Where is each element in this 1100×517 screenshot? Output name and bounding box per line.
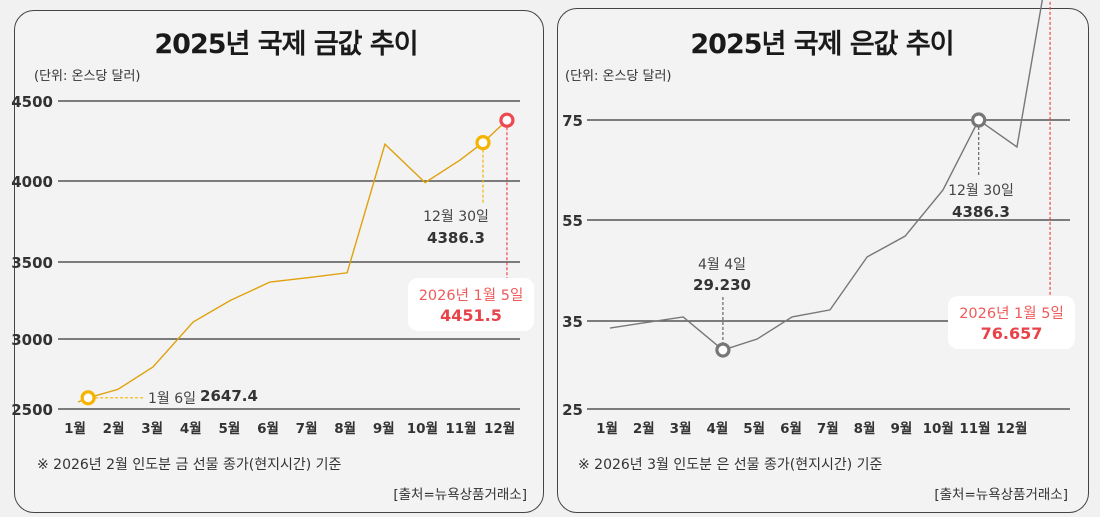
silver-annotation-value: 29.230 <box>693 276 751 294</box>
gold-x-tick-label: 9월 <box>373 420 395 437</box>
gold-annotation-value: 2647.4 <box>200 387 258 405</box>
gold-unit-label: (단위: 온스당 달러) <box>34 69 141 84</box>
gold-chart-title: 2025년 국제 금값 추이 <box>154 29 418 60</box>
silver-y-tick-label: 35 <box>562 313 583 331</box>
silver-annotation-date: 4월 4일 <box>697 257 747 273</box>
silver-x-tick-label: 1월 <box>596 420 618 437</box>
silver-source: [출처=뉴욕상품거래소] <box>934 487 1068 503</box>
gold-x-tick-label: 4월 <box>180 420 202 437</box>
silver-x-tick-label: 5월 <box>743 420 765 437</box>
silver-latest-value: 76.657 <box>980 324 1043 343</box>
gold-source: [출처=뉴욕상품거래소] <box>393 487 527 503</box>
silver-chart-title: 2025년 국제 은값 추이 <box>690 29 954 60</box>
silver-chart-panel <box>557 8 1089 513</box>
gold-latest-date: 2026년 1월 5일 <box>418 288 524 304</box>
silver-x-tick-label: 3월 <box>670 420 692 437</box>
silver-x-tick-label: 11월 <box>959 420 990 437</box>
silver-footnote: ※ 2026년 3월 인도분 은 선물 종가(현지시간) 기준 <box>578 457 883 473</box>
gold-x-tick-label: 8월 <box>334 420 356 437</box>
silver-annotation-value: 4386.3 <box>952 203 1010 221</box>
gold-annotation-date: 12월 30일 <box>423 209 489 225</box>
gold-data-point-marker <box>475 135 491 151</box>
gold-x-tick-label: 5월 <box>218 420 240 437</box>
gold-x-tick-label: 10월 <box>407 420 438 437</box>
silver-x-tick-label: 7월 <box>817 420 839 437</box>
silver-x-tick-label: 9월 <box>890 420 912 437</box>
silver-y-tick-label: 25 <box>562 401 583 419</box>
silver-latest-callout: 2026년 1월 5일 76.657 <box>948 296 1075 349</box>
silver-x-tick-label: 2월 <box>633 420 655 437</box>
gold-annotation-date: 1월 6일 <box>147 391 197 407</box>
silver-unit-label: (단위: 온스당 달러) <box>565 69 672 84</box>
gold-y-tick-label: 4000 <box>11 173 53 191</box>
silver-latest-date: 2026년 1월 5일 <box>959 306 1064 322</box>
silver-y-tick-label: 75 <box>562 112 583 130</box>
gold-y-tick-label: 3500 <box>11 254 53 272</box>
silver-x-tick-label: 12월 <box>996 420 1027 437</box>
gold-x-tick-label: 7월 <box>296 420 318 437</box>
gold-annotation-value: 4386.3 <box>427 229 485 247</box>
silver-x-tick-label: 8월 <box>854 420 876 437</box>
gold-y-tick-label: 2500 <box>11 401 53 419</box>
gold-data-point-marker <box>499 112 515 128</box>
gold-latest-value: 4451.5 <box>440 306 502 325</box>
silver-x-tick-label: 6월 <box>780 420 802 437</box>
silver-x-tick-label: 10월 <box>923 420 954 437</box>
gold-footnote: ※ 2026년 2월 인도분 금 선물 종가(현지시간) 기준 <box>37 457 342 473</box>
gold-x-tick-label: 3월 <box>141 420 163 437</box>
gold-x-tick-label: 11월 <box>445 420 476 437</box>
gold-x-tick-label: 6월 <box>257 420 279 437</box>
gold-x-tick-label: 2월 <box>103 420 125 437</box>
silver-annotation-date: 12월 30일 <box>948 183 1014 199</box>
gold-price-line <box>77 119 508 403</box>
silver-x-tick-label: 4월 <box>706 420 728 437</box>
silver-data-point-marker <box>971 112 987 128</box>
silver-y-tick-label: 55 <box>562 212 583 230</box>
gold-x-tick-label: 1월 <box>64 420 86 437</box>
gold-y-tick-label: 3000 <box>11 331 53 349</box>
gold-y-tick-label: 4500 <box>11 93 53 111</box>
gold-data-point-marker <box>80 390 96 406</box>
silver-data-point-marker <box>715 342 731 358</box>
gold-latest-callout: 2026년 1월 5일 4451.5 <box>408 278 534 331</box>
gold-x-tick-label: 12월 <box>484 420 515 437</box>
